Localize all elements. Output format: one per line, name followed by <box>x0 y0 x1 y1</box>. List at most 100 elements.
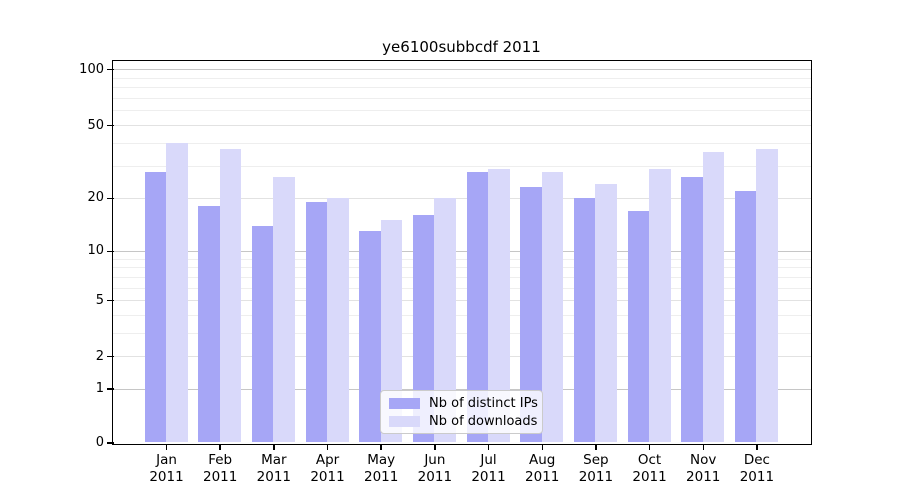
x-tick-label-jan: Jan 2011 <box>136 452 198 486</box>
x-tick-may <box>380 444 382 450</box>
gridline-6 <box>113 287 811 289</box>
gridline-30 <box>113 166 811 168</box>
x-tick-label-nov: Nov 2011 <box>672 452 734 486</box>
y-tick-50 <box>106 124 114 127</box>
gridline-5 <box>113 300 811 302</box>
y-tick-label-20: 20 <box>87 190 104 206</box>
x-tick-label-apr: Apr 2011 <box>297 452 359 486</box>
x-tick-label-dec: Dec 2011 <box>726 452 788 486</box>
gridline-4 <box>113 315 811 317</box>
x-tick-apr <box>326 444 329 450</box>
x-label-month: Dec <box>743 452 770 468</box>
bar-nov-ips <box>681 177 703 443</box>
x-label-year: 2011 <box>632 469 667 485</box>
bar-dec-downloads <box>756 149 778 443</box>
y-tick-100 <box>106 68 114 71</box>
y-tick-1 <box>106 388 114 390</box>
y-tick-label-1: 1 <box>95 381 104 397</box>
gridline-3 <box>113 333 811 335</box>
gridline-100 <box>113 69 811 70</box>
x-tick-label-sep: Sep 2011 <box>565 452 627 486</box>
gridline-10 <box>113 250 811 252</box>
x-tick-label-jun: Jun 2011 <box>404 452 466 486</box>
gridline-50 <box>113 125 811 127</box>
x-label-year: 2011 <box>686 469 721 485</box>
bar-sep-ips <box>573 197 596 443</box>
bar-jul-ips <box>466 171 489 443</box>
gridline-20 <box>113 197 811 199</box>
gridline-1 <box>113 388 811 390</box>
legend-label-distinct-ips: Nb of distinct IPs <box>429 395 538 411</box>
bar-aug-downloads <box>541 171 564 443</box>
x-tick-jul <box>487 444 490 450</box>
chart-title: ye6100subbcdf 2011 <box>382 38 541 56</box>
x-tick-nov <box>702 444 704 450</box>
y-tick-20 <box>106 197 114 200</box>
y-tick-label-50: 50 <box>87 117 104 133</box>
x-tick-mar <box>273 444 275 450</box>
bar-jan-ips <box>144 171 166 443</box>
bar-dec-ips <box>734 190 757 443</box>
gridline-7 <box>113 276 811 278</box>
x-tick-aug <box>541 444 543 450</box>
x-tick-label-aug: Aug 2011 <box>511 452 573 486</box>
y-tick-2 <box>106 356 114 358</box>
legend-entry-downloads: Nb of downloads <box>389 414 537 429</box>
x-label-year: 2011 <box>256 469 292 485</box>
legend: Nb of distinct IPs Nb of downloads <box>380 390 543 434</box>
bar-feb-ips <box>198 206 220 443</box>
x-tick-label-mar: Mar 2011 <box>243 452 305 486</box>
gridline-90 <box>113 77 811 79</box>
bar-aug-ips <box>520 187 542 443</box>
x-tick-label-feb: Feb 2011 <box>189 452 251 486</box>
x-tick-jun <box>434 444 436 450</box>
legend-swatch-distinct-ips <box>389 397 420 409</box>
x-label-year: 2011 <box>525 469 560 485</box>
x-label-month: Jan <box>156 452 177 468</box>
y-tick-label-10: 10 <box>87 243 104 259</box>
bar-may-ips <box>359 231 381 443</box>
x-label-year: 2011 <box>471 469 506 485</box>
gridline-40 <box>113 143 811 145</box>
y-tick-10 <box>106 250 114 253</box>
x-label-year: 2011 <box>578 469 614 485</box>
x-label-month: May <box>367 452 396 468</box>
bar-jan-downloads <box>166 143 188 443</box>
legend-swatch-downloads <box>389 415 420 427</box>
x-label-year: 2011 <box>364 469 399 485</box>
x-label-month: Oct <box>637 452 662 468</box>
y-tick-label-5: 5 <box>95 292 104 308</box>
y-tick-0 <box>106 442 114 444</box>
legend-entry-distinct-ips: Nb of distinct IPs <box>389 396 538 411</box>
bar-sep-downloads <box>595 183 617 443</box>
x-label-month: Nov <box>690 452 717 468</box>
gridline-60 <box>113 110 811 112</box>
y-tick-label-2: 2 <box>95 348 104 364</box>
gridline-8 <box>113 267 811 269</box>
x-tick-feb <box>219 444 221 450</box>
x-label-month: Jun <box>424 452 446 468</box>
x-tick-label-jul: Jul 2011 <box>458 452 520 486</box>
bar-jun-ips <box>412 215 435 443</box>
bar-mar-downloads <box>273 177 295 443</box>
x-tick-sep <box>595 444 597 450</box>
x-tick-label-may: May 2011 <box>350 452 412 486</box>
x-tick-dec <box>756 444 758 450</box>
bar-apr-downloads <box>327 197 349 443</box>
plot-area <box>112 59 812 445</box>
x-label-year: 2011 <box>739 469 775 485</box>
bar-jul-downloads <box>488 168 510 443</box>
bar-mar-ips <box>251 225 274 443</box>
x-label-year: 2011 <box>202 469 238 485</box>
x-label-year: 2011 <box>417 469 453 485</box>
x-label-month: Sep <box>583 452 609 468</box>
gridline-70 <box>113 97 811 99</box>
x-label-month: Aug <box>529 452 556 468</box>
x-label-month: Jul <box>480 452 497 468</box>
x-label-month: Apr <box>315 452 340 468</box>
bar-feb-downloads <box>219 149 242 443</box>
bar-nov-downloads <box>702 151 725 443</box>
x-label-year: 2011 <box>310 469 345 485</box>
bar-apr-ips <box>305 201 328 443</box>
